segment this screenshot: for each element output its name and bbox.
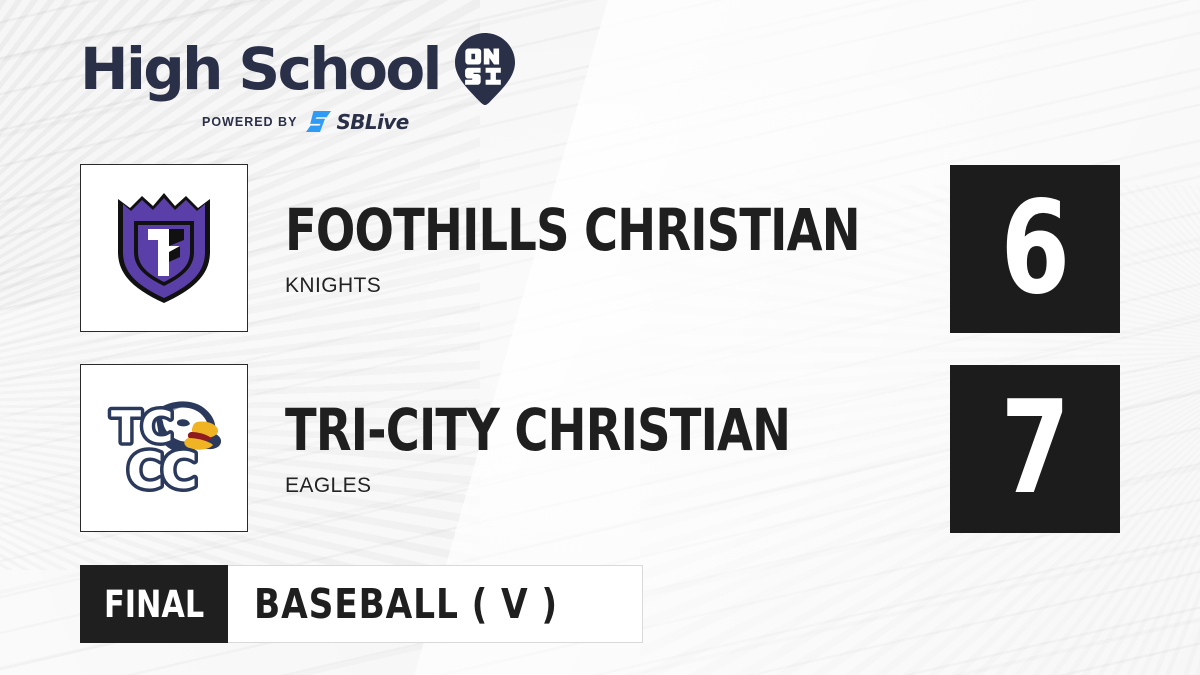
location-pin-icon — [454, 33, 516, 105]
svg-text:C: C — [161, 442, 198, 500]
svg-text:C: C — [161, 442, 198, 500]
team-text-block: TRI-CITY CHRISTIAN EAGLES — [285, 364, 916, 532]
sblive-bolt-icon — [306, 111, 332, 132]
team-logo-box: T T C C C C C C — [80, 364, 248, 532]
team-score-box: 6 — [950, 165, 1120, 333]
team-text-block: FOOTHILLS CHRISTIAN KNIGHTS — [285, 164, 1004, 332]
team-logo-box — [80, 164, 248, 332]
team-name: TRI-CITY CHRISTIAN — [285, 395, 791, 464]
team-score: 6 — [1001, 174, 1070, 323]
team-row: FOOTHILLS CHRISTIAN KNIGHTS 6 — [80, 164, 1120, 334]
svg-text:C: C — [127, 442, 164, 500]
sport-label: BASEBALL ( V ) — [254, 580, 558, 628]
sport-label-box: BASEBALL ( V ) — [228, 565, 643, 643]
team-row: T T C C C C C C TRI-CITY CHRISTIAN EAGLE… — [80, 364, 1120, 534]
svg-text:T: T — [111, 402, 141, 453]
brand-wordmark: High School — [80, 35, 442, 103]
sblive-logo: SBLive — [306, 109, 409, 134]
team-mascot: KNIGHTS — [285, 273, 382, 297]
team-score: 7 — [1001, 374, 1070, 523]
status-badge-label: FINAL — [103, 582, 205, 626]
powered-by-row: POWERED BY SBLive — [80, 111, 510, 132]
brand-logo-row: High School — [80, 33, 515, 105]
svg-text:T: T — [111, 402, 141, 453]
brand-header: High School POWERED BY — [80, 33, 515, 136]
tri-city-christian-eagle-logo: T T C C C C C C — [105, 396, 223, 500]
foothills-christian-shield-logo — [112, 190, 216, 306]
team-mascot: EAGLES — [285, 473, 372, 497]
team-score-box: 7 — [950, 365, 1120, 533]
svg-text:C: C — [141, 402, 173, 453]
team-name: FOOTHILLS CHRISTIAN — [285, 195, 861, 264]
sblive-wordmark: SBLive — [336, 109, 409, 134]
status-badge: FINAL — [80, 565, 228, 643]
powered-by-label: POWERED BY — [202, 114, 298, 129]
svg-text:C: C — [141, 402, 173, 453]
game-status-bar: FINAL BASEBALL ( V ) — [80, 565, 643, 643]
svg-text:C: C — [127, 442, 164, 500]
